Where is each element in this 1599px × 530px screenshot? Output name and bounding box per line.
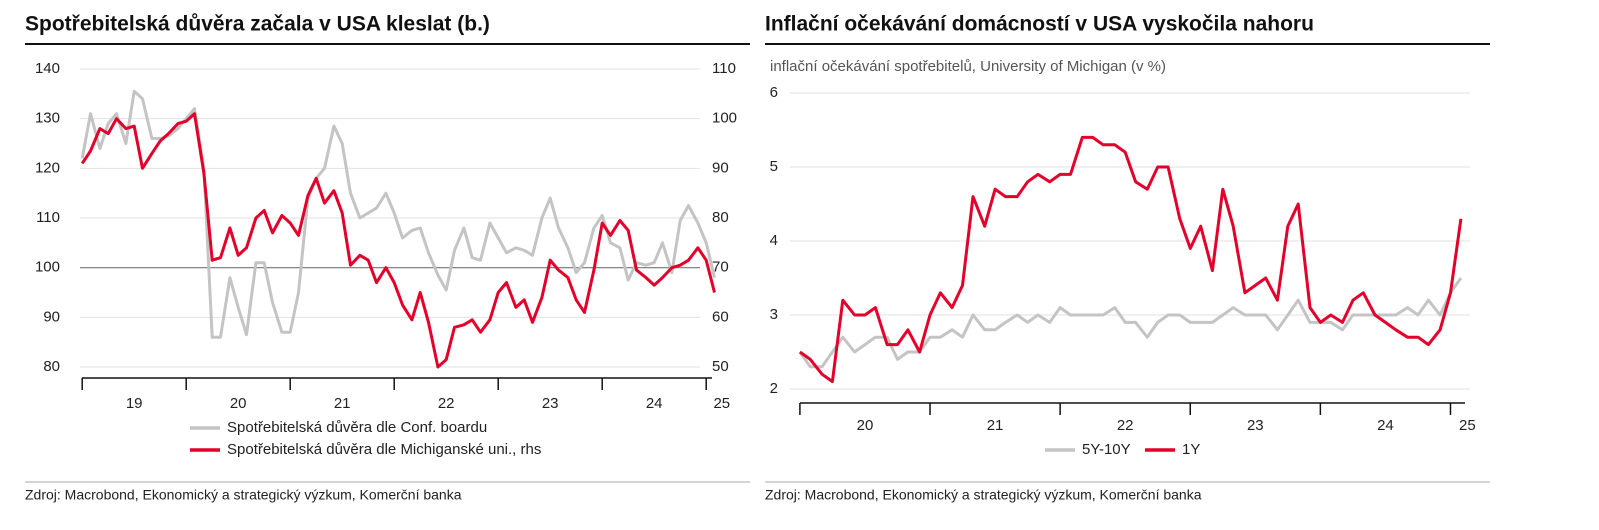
y2-tick-label: 50 (712, 358, 729, 375)
y2-tick-label: 70 (712, 259, 729, 276)
y-tick-label: 6 (770, 84, 778, 101)
y2-tick-label: 110 (712, 60, 736, 77)
x-tick-label: 21 (987, 417, 1004, 434)
legend-label: 5Y-10Y (1082, 441, 1131, 458)
x-tick-label: 19 (126, 395, 143, 412)
x-tick-label: 23 (542, 395, 559, 412)
y-tick-label: 100 (35, 259, 60, 276)
chart-title: Spotřebitelská důvěra začala v USA klesl… (25, 13, 490, 36)
x-tick-label: 24 (646, 395, 663, 412)
x-tick-label: 24 (1377, 417, 1394, 434)
x-tick-label: 22 (1117, 417, 1134, 434)
y-tick-label: 3 (770, 306, 778, 323)
chart-title: Inflační očekávání domácností v USA vysk… (765, 13, 1314, 36)
legend-label: Spotřebitelská důvěra dle Michiganské un… (227, 441, 541, 458)
source: Zdroj: Macrobond, Ekonomický a strategic… (765, 487, 1202, 503)
x-tick-label: 21 (334, 395, 351, 412)
y2-tick-label: 90 (712, 159, 729, 176)
series-line (80, 89, 716, 339)
y-tick-label: 130 (35, 110, 60, 127)
x-tick-label: 23 (1247, 417, 1264, 434)
y-tick-label: 140 (35, 60, 60, 77)
y2-tick-label: 100 (712, 110, 737, 127)
y2-tick-label: 60 (712, 308, 729, 325)
y2-tick-label: 80 (712, 209, 729, 226)
y-tick-label: 90 (43, 308, 60, 325)
chart-subtitle: inflační očekávání spotřebitelů, Univers… (770, 58, 1166, 75)
y-tick-label: 120 (35, 159, 60, 176)
x-tick-label: 25 (1459, 417, 1476, 434)
y-tick-label: 4 (770, 232, 778, 249)
y-tick-label: 80 (43, 358, 60, 375)
legend-label: Spotřebitelská důvěra dle Conf. boardu (227, 419, 487, 436)
y-tick-label: 2 (770, 380, 778, 397)
series-line (798, 277, 1463, 369)
x-tick-label: 22 (438, 395, 455, 412)
x-tick-label: 20 (857, 417, 874, 434)
series-line (799, 135, 1463, 384)
y-tick-label: 5 (770, 158, 778, 175)
y-tick-label: 110 (36, 209, 60, 226)
x-tick-label: 20 (230, 395, 247, 412)
series-line (80, 112, 716, 369)
x-tick-label: 25 (713, 395, 730, 412)
source: Zdroj: Macrobond, Ekonomický a strategic… (25, 487, 462, 503)
legend-label: 1Y (1182, 441, 1200, 458)
